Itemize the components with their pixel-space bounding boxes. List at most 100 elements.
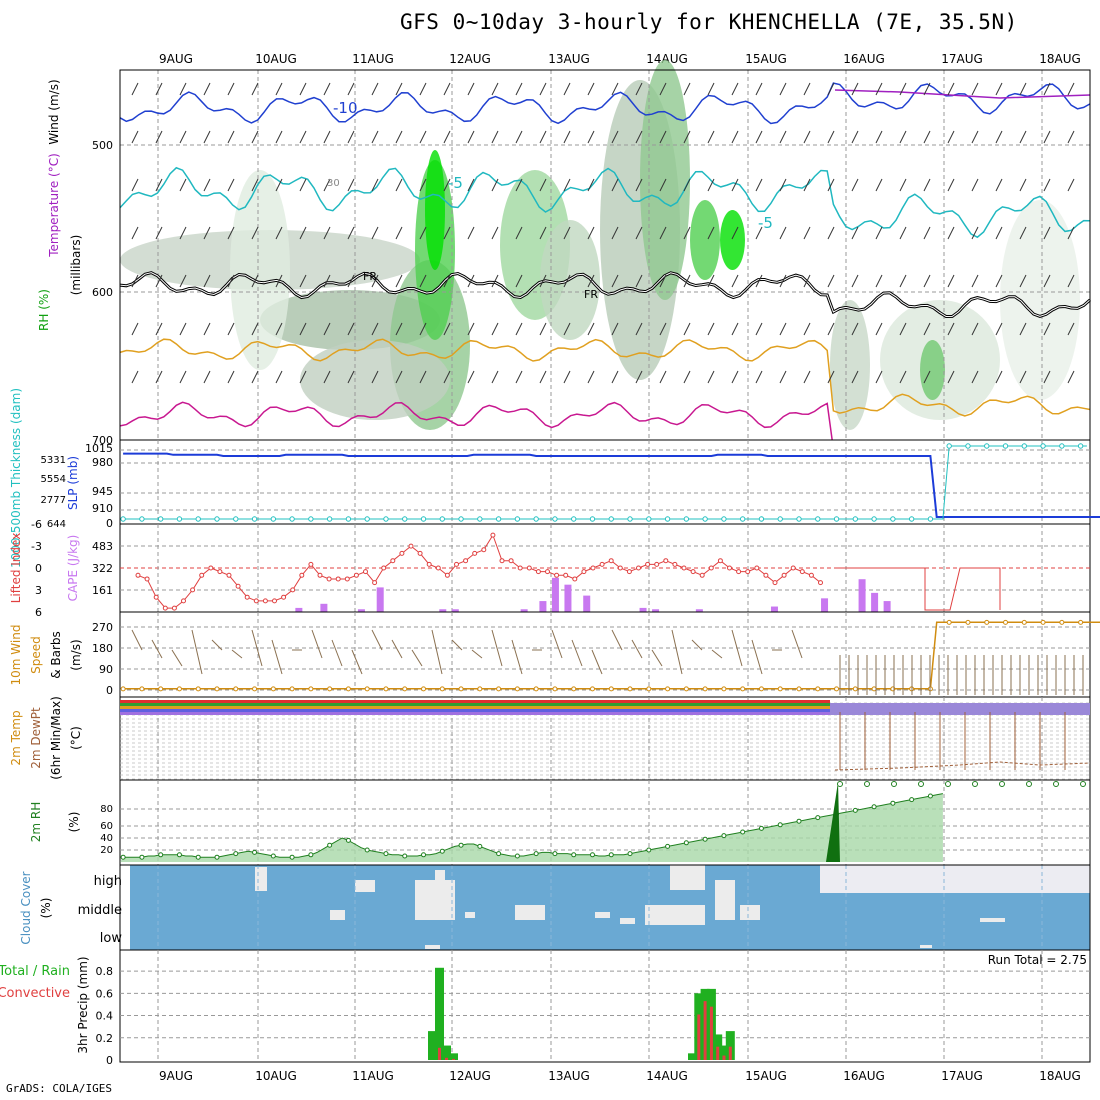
wind-barb xyxy=(731,178,739,192)
wind-barb xyxy=(251,130,259,144)
rh-marker xyxy=(777,822,783,828)
ylabel-rh2m: (%) xyxy=(67,812,81,833)
wind-barb xyxy=(851,82,859,96)
thickness-marker xyxy=(1040,443,1046,449)
ytick-label: 700 xyxy=(92,434,113,447)
rain-bar xyxy=(716,1046,720,1060)
wind-marker xyxy=(514,686,520,692)
lifted-marker xyxy=(390,558,396,564)
wind-barb xyxy=(563,274,571,288)
wind-marker xyxy=(721,686,727,692)
page-title: GFS 0~10day 3-hourly for KHENCHELLA (7E,… xyxy=(400,10,1018,34)
wind-barb xyxy=(995,178,1003,192)
cape-bar xyxy=(821,598,829,612)
cloud-block xyxy=(645,905,705,925)
date-label-bottom: 15AUG xyxy=(745,1069,787,1083)
thickness-marker xyxy=(927,516,934,522)
wind-marker xyxy=(1003,619,1009,625)
lifted-marker xyxy=(344,576,350,582)
thickness-marker xyxy=(251,516,258,522)
rh-marker xyxy=(345,837,351,843)
wind-barb xyxy=(755,370,763,384)
ytick-thickness: 5331 xyxy=(41,455,66,466)
wind-barb xyxy=(371,274,379,288)
date-label-top: 15AUG xyxy=(745,52,787,66)
cloud-block xyxy=(595,912,610,918)
wind-barb xyxy=(275,226,283,240)
wind-barb xyxy=(731,322,739,336)
wind-barb xyxy=(1067,178,1075,192)
rh-marker-late xyxy=(864,781,870,787)
lifted-marker xyxy=(554,572,560,578)
wind-barb xyxy=(683,274,691,288)
lifted-marker xyxy=(681,565,687,571)
lifted-marker xyxy=(645,561,651,567)
wind-barb xyxy=(179,226,187,240)
cape-bar xyxy=(652,609,660,612)
rh-marker xyxy=(364,847,370,853)
wind-barb xyxy=(227,178,235,192)
wind-barb xyxy=(611,82,619,96)
cape-bar xyxy=(858,579,866,612)
wind-barb xyxy=(899,130,907,144)
lifted-line-late xyxy=(835,567,1001,611)
ytick-thickness: 2777 xyxy=(41,495,66,506)
lifted-marker xyxy=(472,550,478,556)
wind-barb xyxy=(827,370,835,384)
lifted-marker xyxy=(226,572,232,578)
lifted-marker xyxy=(381,565,387,571)
wind-marker xyxy=(702,686,708,692)
wind-barb xyxy=(995,82,1003,96)
wind-barb xyxy=(947,226,955,240)
wind-barb xyxy=(323,178,331,192)
lifted-marker xyxy=(781,572,787,578)
ylabel-lifted: Lifted Index xyxy=(9,533,23,604)
ylabel-temp: Temperature (°C) xyxy=(47,153,61,258)
wind-barb xyxy=(371,226,379,240)
wind-barb xyxy=(419,130,427,144)
wind-barb-10m xyxy=(551,629,563,659)
wind-barb xyxy=(275,130,283,144)
thickness-marker xyxy=(702,516,708,522)
wind-barb xyxy=(515,130,523,144)
ytick-lifted: 0 xyxy=(35,562,42,575)
wind-barb xyxy=(923,130,931,144)
ylabel-wind10m: (m/s) xyxy=(69,639,83,670)
wind-barb xyxy=(779,130,787,144)
date-label-bottom: 13AUG xyxy=(548,1069,590,1083)
lifted-marker xyxy=(699,572,705,578)
wind-barb xyxy=(803,322,811,336)
contour-label: -5 xyxy=(758,214,773,232)
wind-marker xyxy=(120,686,126,692)
rh-marker-late xyxy=(999,781,1005,787)
rh-contour-fill xyxy=(1000,200,1080,400)
precip-frame xyxy=(119,949,1091,1063)
wind-marker xyxy=(402,686,408,692)
wind-barb-10m xyxy=(251,629,263,667)
wind-barb xyxy=(347,82,355,96)
thickness-marker xyxy=(946,443,952,449)
wind-barb xyxy=(203,178,211,192)
wind-marker xyxy=(139,686,145,692)
lifted-marker xyxy=(599,561,605,567)
wind-marker xyxy=(345,686,351,692)
ytick-label: 600 xyxy=(92,286,113,299)
lifted-marker xyxy=(808,572,814,578)
thickness-marker xyxy=(777,516,783,522)
run-total: Run Total = 2.75 xyxy=(988,953,1087,967)
lifted-marker xyxy=(499,558,505,564)
precip-bar xyxy=(435,967,444,1060)
wind-marker xyxy=(777,686,783,692)
lifted-marker xyxy=(463,558,469,564)
wind-barb xyxy=(635,130,643,144)
rh-marker-late xyxy=(1080,781,1086,787)
wind-barb xyxy=(899,82,907,96)
cloud-level-label: high xyxy=(94,874,122,889)
thickness-marker xyxy=(495,516,502,522)
rh-marker-late xyxy=(945,781,951,787)
thickness-marker xyxy=(120,516,126,522)
rh-marker xyxy=(646,847,652,853)
wind-barb xyxy=(563,130,571,144)
cape-bar xyxy=(539,601,547,612)
temp-band xyxy=(120,703,830,706)
